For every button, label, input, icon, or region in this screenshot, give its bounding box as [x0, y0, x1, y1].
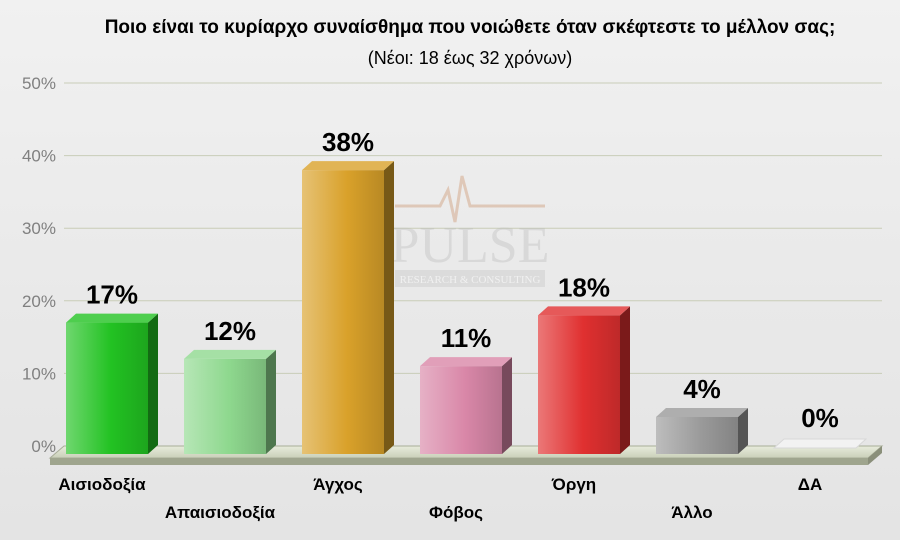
bar-top — [420, 357, 512, 367]
y-tick-label: 50% — [22, 74, 56, 93]
bar-Όργη — [538, 306, 630, 454]
x-tick-label: Άλλο — [671, 503, 712, 522]
bar-top — [772, 438, 868, 449]
bar-Αισιοδοξία — [66, 313, 158, 454]
svg-text:PULSE: PULSE — [391, 217, 550, 274]
data-labels: 17% 12% 38% 11% 18% 4% 0% — [86, 127, 839, 433]
x-tick-label: Άγχος — [313, 475, 363, 494]
data-label: 17% — [86, 280, 138, 310]
bar-side — [148, 313, 158, 454]
data-label: 18% — [558, 272, 610, 302]
bar-front — [66, 322, 148, 454]
data-label: 0% — [801, 403, 839, 433]
bar-front — [184, 358, 266, 454]
x-axis-labels: Αισιοδοξία Απαισιοδοξία Άγχος Φόβος Όργη Άλλο… — [58, 475, 822, 522]
bars — [66, 161, 868, 454]
bar-front — [420, 366, 502, 454]
x-tick-label: Αισιοδοξία — [58, 475, 146, 494]
bar-Άλλο — [656, 407, 748, 454]
bar-front — [656, 416, 738, 454]
bar-side — [620, 306, 630, 454]
y-tick-label: 10% — [22, 364, 56, 383]
bar-side — [502, 357, 512, 454]
y-tick-label: 30% — [22, 219, 56, 238]
svg-text:RESEARCH & CONSULTING: RESEARCH & CONSULTING — [400, 274, 541, 286]
x-tick-label: Φόβος — [429, 503, 483, 522]
bar-top — [538, 306, 630, 316]
bar-side — [738, 407, 748, 454]
bar-Απαισιοδοξία — [184, 349, 276, 454]
bar-top — [656, 407, 748, 417]
bar-Άγχος — [302, 161, 394, 454]
y-tick-label: 20% — [22, 292, 56, 311]
bar-front — [302, 170, 384, 454]
bar-side — [384, 161, 394, 454]
data-label: 38% — [322, 127, 374, 157]
y-tick-label: 40% — [22, 147, 56, 166]
data-label: 11% — [441, 323, 492, 353]
x-tick-label: Όργη — [551, 475, 596, 494]
bar-ΔΑ — [772, 438, 868, 449]
data-label: 4% — [683, 374, 721, 404]
watermark-logo: PULSE RESEARCH & CONSULTING — [391, 175, 550, 287]
bar-top — [302, 161, 394, 171]
bar-top — [66, 313, 158, 323]
bar-side — [266, 349, 276, 454]
y-axis-ticks: 0% 10% 20% 30% 40% 50% — [22, 74, 56, 456]
bar-Φόβος — [420, 357, 512, 454]
chart-subtitle: (Νέοι: 18 έως 32 χρόνων) — [367, 48, 573, 68]
y-tick-label: 0% — [31, 437, 56, 456]
x-tick-label: ΔΑ — [798, 475, 823, 494]
bar-top — [184, 349, 276, 359]
chart-title: Ποιο είναι το κυρίαρχο συναίσθημα που νο… — [104, 17, 836, 38]
x-tick-label: Απαισιοδοξία — [165, 503, 276, 522]
data-label: 12% — [204, 316, 256, 346]
bar-front — [538, 315, 620, 454]
